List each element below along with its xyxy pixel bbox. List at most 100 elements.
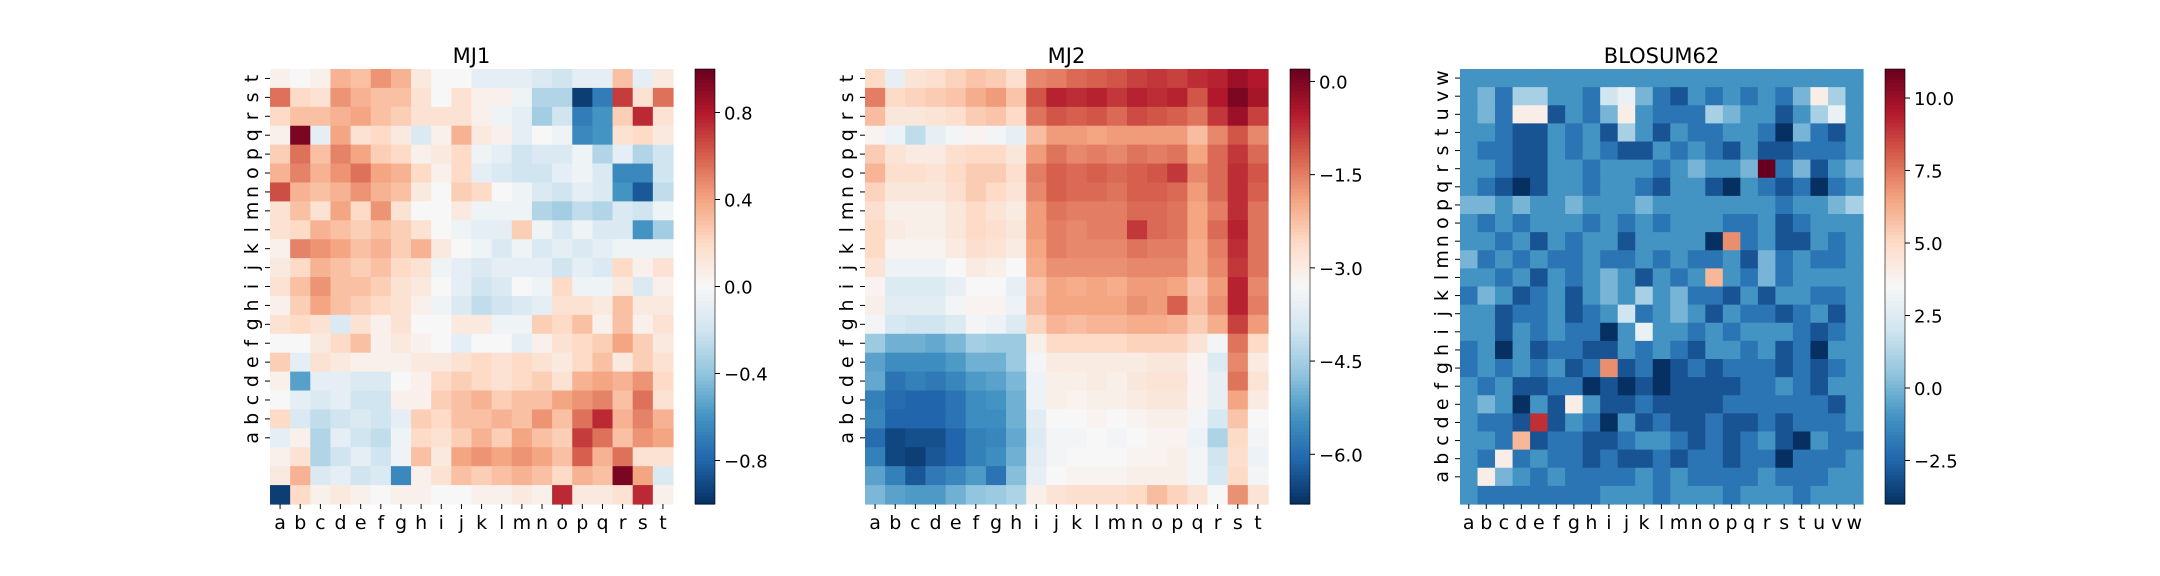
mj2-cell xyxy=(1066,106,1088,127)
mj1-cell xyxy=(290,447,311,467)
blosum62-cell xyxy=(1477,195,1496,215)
blosum62-cell xyxy=(1827,159,1847,179)
mj2-cell xyxy=(1187,69,1209,89)
mj1-cell xyxy=(290,277,311,297)
mj2-cell xyxy=(1227,314,1249,335)
blosum62-cell xyxy=(1722,177,1741,197)
mj1-cell xyxy=(330,201,352,221)
blosum62-cell xyxy=(1827,467,1847,487)
blosum62-cell xyxy=(1792,105,1812,124)
mj2-colorbar-segment xyxy=(1290,369,1310,375)
mj2-cell xyxy=(865,163,886,184)
blosum62-cell xyxy=(1670,69,1689,88)
mj2-cell xyxy=(1126,125,1148,146)
mj2-cell xyxy=(1086,466,1108,486)
mj1-cell xyxy=(652,220,674,240)
blosum62-colorbar-segment xyxy=(1885,424,1905,429)
mj1-cell xyxy=(270,106,291,127)
blosum62-colorbar-segment xyxy=(1885,90,1905,95)
mj1-cell xyxy=(411,428,432,448)
blosum62-cell xyxy=(1687,87,1706,106)
mj1-colorbar-segment xyxy=(695,98,715,103)
mj2-colorbar-segment xyxy=(1290,119,1310,124)
mj1-colorbar-segment xyxy=(695,362,715,367)
mj2-cell xyxy=(1187,314,1209,335)
blosum62-cell xyxy=(1705,449,1724,469)
mj1-cell xyxy=(632,314,654,335)
mj2-cell xyxy=(1066,125,1088,146)
mj1-cell xyxy=(491,314,513,335)
blosum62-cell xyxy=(1582,87,1601,106)
blosum62-colorbar-segment xyxy=(1885,384,1905,389)
mj2-cell xyxy=(1026,295,1047,316)
mj2-colorbar-segment xyxy=(1290,446,1310,451)
mj2-cell xyxy=(885,258,906,278)
blosum62-cell xyxy=(1530,449,1549,469)
mj1-colorbar-tick-label: 0.8 xyxy=(724,104,753,125)
mj1-cell xyxy=(612,106,634,127)
mj1-cell xyxy=(431,220,452,240)
mj2-cell xyxy=(1046,69,1068,89)
blosum62-cell xyxy=(1547,159,1566,179)
blosum62-colorbar-segment xyxy=(1885,489,1905,494)
blosum62-cell xyxy=(1827,268,1847,288)
mj1-cell xyxy=(632,352,654,373)
blosum62-cell xyxy=(1565,467,1584,487)
blosum62-cell xyxy=(1722,359,1741,378)
blosum62-cell xyxy=(1477,250,1496,269)
blosum62-cell xyxy=(1547,232,1566,251)
blosum62-cell xyxy=(1582,322,1601,342)
mj1-colorbar-segment xyxy=(695,380,715,385)
mj2-cell xyxy=(965,447,987,467)
mj1-cell xyxy=(511,409,533,429)
blosum62-cell xyxy=(1495,413,1514,433)
mj2-cell xyxy=(1006,258,1027,278)
mj1-title: MJ1 xyxy=(453,44,491,68)
mj1-cell xyxy=(612,295,634,316)
blosum62-cell xyxy=(1722,250,1741,269)
blosum62-colorbar-tick-label: 7.5 xyxy=(1914,162,1943,183)
mj2-cell xyxy=(1066,447,1088,467)
mj2-cell xyxy=(1086,144,1108,165)
mj1-cell xyxy=(330,277,352,297)
blosum62-cell xyxy=(1460,87,1479,106)
mj2-cell xyxy=(985,371,1007,392)
mj2-cell xyxy=(1147,466,1168,486)
mj2-xtick-label: p xyxy=(1171,512,1183,534)
mj2-cell xyxy=(965,409,987,429)
mj2-xtick-label: s xyxy=(1233,512,1243,534)
mj2-cell xyxy=(1106,333,1128,354)
mj2-cell xyxy=(905,352,927,373)
blosum62-cell xyxy=(1670,177,1689,197)
mj2-cell xyxy=(1187,277,1209,297)
blosum62-colorbar-segment xyxy=(1885,359,1905,364)
blosum62-cell xyxy=(1565,413,1584,433)
mj2-cell xyxy=(1026,485,1047,505)
mj1-cell xyxy=(652,258,674,278)
mj2-cell xyxy=(1086,428,1108,448)
blosum62-cell xyxy=(1582,69,1601,88)
mj2-cell xyxy=(1026,371,1047,392)
blosum62-cell xyxy=(1477,177,1496,197)
mj2-cell xyxy=(945,371,967,392)
mj2-cell xyxy=(1187,201,1209,221)
mj1-cell xyxy=(431,333,452,354)
blosum62-cell xyxy=(1547,485,1566,505)
blosum62-cell xyxy=(1512,449,1531,469)
blosum62-cell xyxy=(1652,232,1671,251)
mj2-cell xyxy=(885,466,906,486)
mj2-cell xyxy=(1247,371,1269,392)
blosum62-cell xyxy=(1617,485,1636,505)
mj1-cell xyxy=(552,87,573,108)
mj1-cell xyxy=(290,466,311,486)
blosum62-cell xyxy=(1792,449,1812,469)
blosum62-cell xyxy=(1740,195,1759,215)
mj2-cell xyxy=(1187,106,1209,127)
mj1-cell xyxy=(491,428,513,448)
blosum62-cell xyxy=(1757,395,1776,414)
blosum62-cell xyxy=(1512,177,1531,197)
blosum62-cell xyxy=(1827,377,1847,396)
mj2-colorbar-segment xyxy=(1290,290,1310,295)
blosum62-cell xyxy=(1477,141,1496,161)
mj1-cell xyxy=(511,485,533,505)
